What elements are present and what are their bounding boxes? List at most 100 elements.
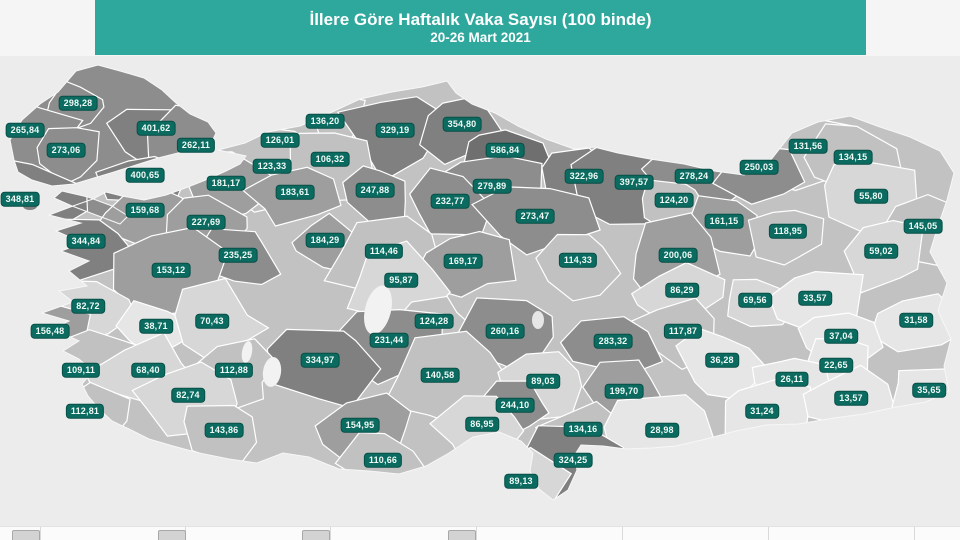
- province-area: [336, 96, 438, 183]
- province-value-chip: 278,24: [674, 168, 714, 184]
- province-value-chip: 235,25: [218, 247, 258, 263]
- province-value-chip: 118,95: [768, 223, 808, 239]
- page-title: İllere Göre Haftalık Vaka Sayısı (100 bi…: [309, 9, 652, 29]
- province-value-chip: 199,70: [604, 383, 644, 399]
- province-value-chip: 69,56: [738, 292, 772, 308]
- province-area: [266, 328, 382, 409]
- province-value-chip: 143,86: [204, 422, 244, 438]
- date-range-subtitle: 20-26 Mart 2021: [430, 30, 531, 46]
- province-value-chip: 136,20: [305, 113, 345, 129]
- province-value-chip: 273,47: [515, 208, 555, 224]
- province-value-chip: 184,29: [305, 232, 345, 248]
- province-value-chip: 131,56: [788, 138, 828, 154]
- province-value-chip: 126,01: [260, 132, 300, 148]
- province-value-chip: 26,11: [775, 371, 809, 387]
- legend-swatch: [158, 530, 186, 540]
- province-value-chip: 13,57: [834, 390, 868, 406]
- province-value-chip: 70,43: [195, 313, 229, 329]
- province-value-chip: 145,05: [903, 218, 943, 234]
- legend-swatch: [448, 530, 476, 540]
- province-value-chip: 354,80: [442, 116, 482, 132]
- province-value-chip: 106,32: [310, 151, 350, 167]
- legend-divider: [476, 527, 477, 540]
- province-value-chip: 124,20: [654, 192, 694, 208]
- province-value-chip: 31,24: [745, 403, 779, 419]
- province-value-chip: 397,57: [614, 174, 654, 190]
- province-value-chip: 112,81: [65, 403, 105, 419]
- province-value-chip: 262,11: [176, 137, 216, 153]
- province-value-chip: 86,95: [465, 416, 499, 432]
- province-value-chip: 110,66: [363, 452, 403, 468]
- province-value-chip: 95,87: [384, 272, 418, 288]
- province-value-chip: 37,04: [824, 328, 858, 344]
- province-value-chip: 140,58: [420, 367, 460, 383]
- province-value-chip: 134,15: [833, 149, 873, 165]
- province-value-chip: 68,40: [131, 362, 165, 378]
- map-title-banner: İllere Göre Haftalık Vaka Sayısı (100 bi…: [95, 0, 866, 55]
- province-value-chip: 401,62: [136, 120, 176, 136]
- province-value-chip: 89,13: [504, 473, 538, 489]
- province-value-chip: 109,11: [61, 362, 101, 378]
- province-value-chip: 134,16: [563, 421, 603, 437]
- province-value-chip: 114,46: [364, 243, 404, 259]
- province-value-chip: 324,25: [553, 452, 593, 468]
- province-area: [535, 233, 622, 302]
- province-value-chip: 283,32: [593, 333, 633, 349]
- province-value-chip: 154,95: [340, 417, 380, 433]
- province-value-chip: 400,65: [125, 167, 165, 183]
- province-value-chip: 279,89: [472, 178, 512, 194]
- province-value-chip: 86,29: [665, 282, 699, 298]
- province-value-chip: 169,17: [443, 253, 483, 269]
- legend-divider: [330, 527, 331, 540]
- province-value-chip: 117,87: [663, 323, 703, 339]
- province-value-chip: 89,03: [526, 373, 560, 389]
- legend-divider: [40, 527, 41, 540]
- province-value-chip: 35,65: [912, 382, 946, 398]
- province-value-chip: 232,77: [430, 193, 470, 209]
- province-value-chip: 28,98: [645, 422, 679, 438]
- province-value-chip: 82,74: [171, 387, 205, 403]
- province-value-chip: 59,02: [864, 243, 898, 259]
- province-value-chip: 231,44: [369, 332, 409, 348]
- province-value-chip: 250,03: [739, 159, 779, 175]
- province-value-chip: 247,88: [355, 182, 395, 198]
- province-value-chip: 22,65: [819, 357, 853, 373]
- province-value-chip: 298,28: [58, 95, 98, 111]
- province-value-chip: 156,48: [30, 323, 70, 339]
- legend-divider: [622, 527, 623, 540]
- legend-bar: [0, 526, 960, 540]
- province-value-chip: 112,88: [214, 362, 254, 378]
- province-value-chip: 36,28: [705, 352, 739, 368]
- legend-divider: [768, 527, 769, 540]
- province-value-chip: 153,12: [151, 262, 191, 278]
- province-value-chip: 183,61: [275, 184, 315, 200]
- province-value-chip: 329,19: [375, 122, 415, 138]
- province-value-chip: 344,84: [66, 233, 106, 249]
- province-value-chip: 161,15: [704, 213, 744, 229]
- lakes: [241, 285, 544, 387]
- province-value-chip: 181,17: [206, 175, 246, 191]
- province-value-chip: 200,06: [658, 247, 698, 263]
- province-value-chip: 38,71: [139, 318, 173, 334]
- province-value-chip: 322,96: [564, 168, 604, 184]
- province-value-chip: 33,57: [798, 290, 832, 306]
- province-value-chip: 334,97: [300, 352, 340, 368]
- province-value-chip: 260,16: [485, 323, 525, 339]
- legend-divider: [914, 527, 915, 540]
- province-value-chip: 244,10: [495, 397, 535, 413]
- province-value-chip: 55,80: [854, 188, 888, 204]
- legend-swatch: [12, 530, 40, 540]
- province-value-chip: 82,72: [71, 298, 105, 314]
- province-value-chip: 265,84: [5, 122, 45, 138]
- province-value-chip: 348,81: [0, 191, 40, 207]
- province-value-chip: 586,84: [485, 142, 525, 158]
- province-value-chip: 31,58: [899, 312, 933, 328]
- province-value-chip: 159,68: [125, 202, 165, 218]
- province-value-chip: 123,33: [252, 158, 292, 174]
- province-value-chip: 227,69: [186, 214, 226, 230]
- province-value-chip: 273,06: [46, 142, 86, 158]
- legend-swatch: [302, 530, 330, 540]
